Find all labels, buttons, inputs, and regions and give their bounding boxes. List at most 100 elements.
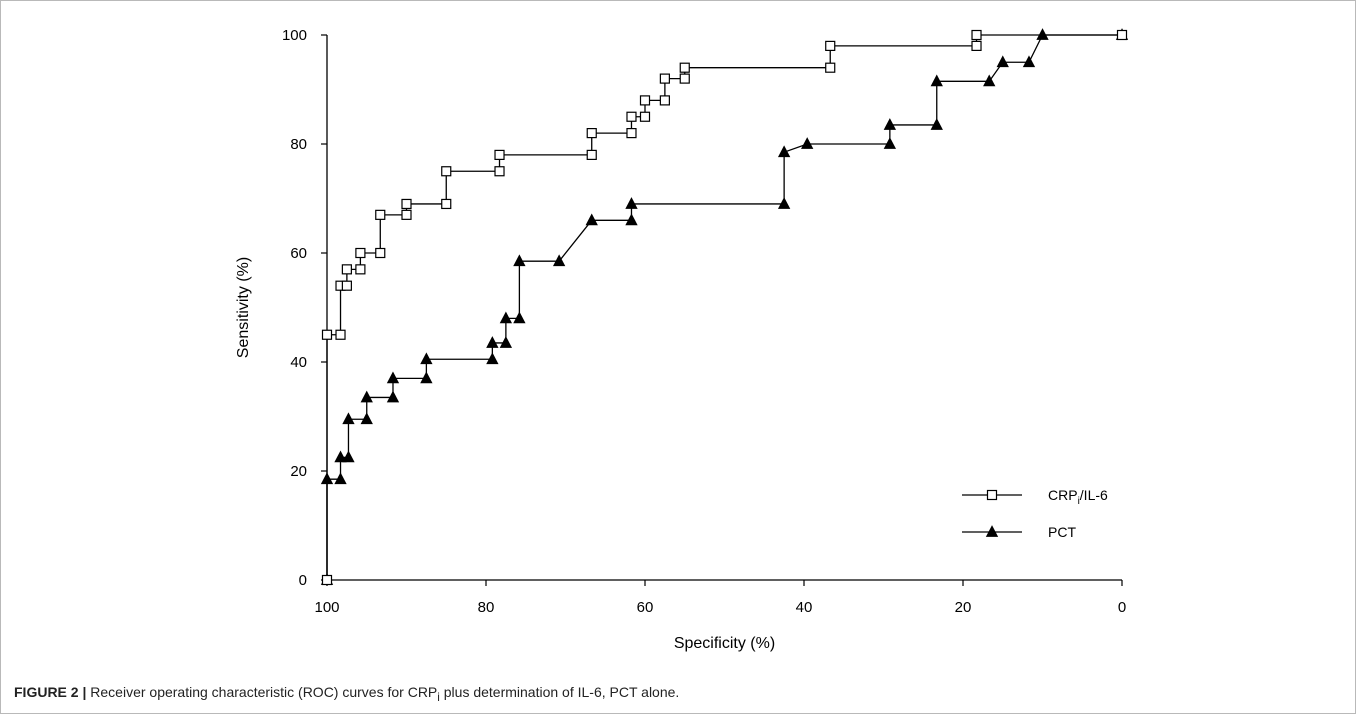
data-point	[883, 137, 897, 149]
data-point	[341, 280, 352, 291]
data-point	[342, 450, 355, 463]
caption-text-after: plus determination of IL-6, PCT alone.	[439, 684, 680, 700]
x-tick-label: 0	[1118, 599, 1126, 616]
data-point	[625, 213, 638, 226]
data-point	[639, 95, 651, 106]
data-point	[441, 166, 452, 177]
legend-marker	[986, 489, 998, 501]
data-point	[334, 450, 347, 463]
data-point	[420, 352, 433, 365]
caption-label: FIGURE 2	[14, 684, 79, 700]
data-point	[825, 62, 836, 73]
data-point	[375, 247, 386, 259]
data-point	[386, 390, 400, 403]
data-point	[883, 118, 897, 130]
y-tick-label: 0	[299, 572, 307, 589]
data-point	[586, 149, 597, 160]
data-point	[420, 371, 433, 384]
data-point	[552, 254, 566, 267]
data-point	[401, 198, 412, 210]
data-point	[777, 197, 791, 209]
series-line	[326, 34, 1122, 580]
x-tick-label: 100	[314, 599, 339, 616]
x-tick-label: 60	[637, 599, 654, 616]
series-pct	[320, 28, 1129, 585]
data-point	[494, 149, 505, 160]
data-point	[586, 128, 597, 139]
data-point	[930, 118, 943, 130]
legend-label-subscript: i	[1078, 496, 1080, 507]
y-tick-label: 60	[290, 245, 307, 262]
series-crp-il6	[321, 29, 1128, 586]
data-point	[486, 336, 499, 348]
data-point	[334, 472, 347, 485]
y-tick-label: 100	[282, 27, 307, 44]
data-point	[401, 209, 412, 220]
data-point	[342, 412, 355, 425]
y-tick-label: 20	[290, 463, 307, 480]
data-point	[626, 111, 637, 122]
data-point	[659, 73, 670, 84]
data-point	[513, 254, 526, 267]
data-point	[499, 336, 513, 348]
legend-marker	[985, 525, 999, 537]
series-line	[326, 34, 1122, 580]
data-point	[971, 29, 982, 41]
data-point	[801, 137, 814, 149]
data-point	[1022, 55, 1036, 68]
chart-axes: 100 80 60 40 20 0 0 20 40 60 80 100 Specificity (%) S…	[235, 27, 1126, 652]
x-axis-title: Specificity (%)	[674, 635, 775, 652]
y-tick-label: 40	[290, 354, 307, 371]
legend-label-main: CRP	[1048, 487, 1078, 503]
caption-text-before: Receiver operating characteristic (ROC) …	[90, 684, 438, 700]
data-point	[825, 40, 836, 52]
data-point	[360, 390, 373, 403]
data-point	[996, 55, 1009, 68]
data-point	[585, 213, 598, 226]
data-point	[513, 311, 526, 324]
data-point	[335, 329, 346, 340]
data-point	[355, 247, 366, 259]
data-point	[679, 62, 690, 73]
y-axis-title: Sensitivity (%)	[235, 257, 252, 358]
legend-item: CRPi/IL-6	[962, 487, 1108, 507]
x-tick-label: 20	[955, 599, 972, 616]
data-point	[625, 197, 638, 209]
data-point	[626, 128, 637, 139]
caption-subscript: i	[437, 690, 440, 704]
x-tick-label: 80	[478, 599, 495, 616]
figure-caption: FIGURE 2 | Receiver operating characteri…	[14, 684, 679, 704]
data-point	[360, 412, 373, 425]
legend-label: CRPi/IL-6	[1048, 487, 1108, 507]
data-point	[971, 40, 982, 52]
chart-series	[320, 28, 1129, 586]
data-point	[321, 329, 333, 340]
data-point	[494, 166, 505, 177]
data-point	[499, 311, 513, 324]
data-point	[659, 95, 670, 106]
y-tick-label: 80	[290, 136, 307, 153]
legend-label-main: PCT	[1048, 524, 1076, 540]
data-point	[983, 74, 996, 87]
data-point	[1036, 28, 1049, 40]
data-point	[930, 74, 943, 87]
roc-chart: 100 80 60 40 20 0 0 20 40 60 80 100 Specificity (%) S…	[235, 27, 1129, 652]
data-point	[321, 574, 333, 586]
data-point	[341, 264, 352, 275]
data-point	[679, 73, 690, 84]
legend-label: PCT	[1048, 524, 1076, 540]
data-point	[486, 352, 499, 365]
data-point	[777, 145, 791, 158]
legend-label-rest: /IL-6	[1080, 487, 1108, 503]
chart-legend: CRPi/IL-6 PCT	[962, 487, 1108, 540]
legend-item: PCT	[962, 524, 1076, 540]
data-point	[1116, 29, 1128, 41]
caption-separator: |	[82, 684, 87, 700]
x-tick-label: 40	[796, 599, 813, 616]
data-point	[386, 371, 400, 384]
data-point	[639, 111, 651, 122]
data-point	[355, 264, 366, 275]
data-point	[375, 209, 386, 220]
data-point	[441, 198, 452, 210]
